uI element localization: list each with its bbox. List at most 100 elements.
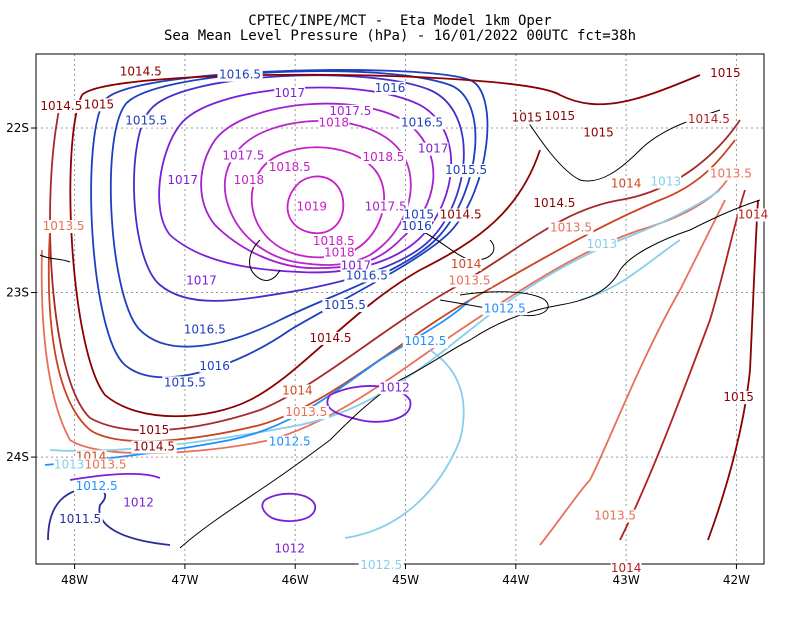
contour-label: 1017.5 [329, 104, 371, 118]
isobar-1016 [109, 70, 477, 348]
contour-label: 1014.5 [120, 64, 162, 78]
chart-subtitle: Sea Mean Level Pressure (hPa) - 16/01/20… [163, 28, 636, 44]
contour-label-bg [583, 126, 614, 140]
contour-label-bg [83, 98, 115, 112]
contour-label: 1014.5 [133, 439, 175, 453]
contour-label-bg [586, 238, 618, 252]
contour-label: 1017 [341, 259, 372, 273]
contour-label-bg [220, 149, 266, 163]
contour-label-bg [548, 221, 594, 235]
contour-label: 1017 [418, 142, 449, 156]
contour-label-bg [511, 111, 543, 125]
contour-label: 1018.5 [362, 150, 404, 164]
contour-label: 1015.5 [324, 298, 366, 312]
contour-label: 1014.5 [310, 331, 352, 345]
contour-label-bg [443, 164, 489, 178]
x-tick-label: 43W [613, 573, 640, 587]
contour-label-bg [650, 175, 682, 189]
contour-label-bg [53, 458, 85, 472]
contour-label-bg [322, 299, 368, 312]
contour-label-bg [344, 269, 390, 283]
y-tick-label: 22S [6, 121, 29, 135]
x-tick-label: 48W [61, 573, 88, 587]
contour-label-bg [217, 68, 263, 82]
chart-title: CPTEC/INPE/MCT - Eta Model 1km Oper [248, 13, 552, 29]
contour-label-bg [531, 197, 578, 210]
contour-label-bg [123, 114, 169, 128]
contour-label: 1013 [651, 175, 682, 189]
contour-label-bg [379, 381, 410, 395]
contour-label-bg [267, 435, 313, 449]
contour-label-bg [57, 512, 103, 526]
contour-label: 1015 [710, 66, 741, 80]
isobar-1015 [69, 73, 701, 418]
contour-label-bg [162, 376, 208, 390]
contour-label: 1014 [738, 208, 769, 222]
contour-label: 1012.5 [404, 334, 446, 348]
contour-label: 1016.5 [184, 323, 226, 337]
contour-label-bg [296, 200, 328, 214]
isobar-1016-5 [133, 74, 465, 302]
contour-label: 1019 [296, 199, 327, 213]
contour-label-bg [186, 274, 217, 288]
contour-label-bg [283, 405, 329, 419]
contour-label: 1013.5 [710, 166, 752, 180]
isobar-1013 [49, 189, 721, 452]
contour-label: 1015 [512, 110, 543, 124]
contour-label: 1013.5 [84, 458, 126, 472]
contour-label: 1016 [199, 359, 230, 373]
contour-label: 1015 [139, 423, 170, 437]
contour-label: 1013.5 [43, 219, 85, 233]
contour-label-bg [708, 167, 754, 181]
contour-label-bg [199, 359, 231, 373]
contour-label-bg [399, 116, 445, 130]
x-tick-label: 45W [392, 573, 419, 587]
contour-label: 1017 [274, 86, 305, 100]
contour-label: 1013.5 [550, 221, 592, 235]
x-tick-label: 42W [723, 573, 750, 587]
contour-label-bg [318, 116, 350, 130]
contour-label: 1014.5 [533, 196, 575, 210]
isobar-1017-5 [200, 102, 435, 269]
contour-label-bg [327, 104, 373, 118]
contour-label: 1014.5 [688, 112, 730, 126]
contour-label: 1015 [723, 390, 754, 404]
contour-label-bg [274, 86, 306, 100]
isobar-1013-5-east [539, 199, 726, 546]
contour-label-bg [138, 424, 170, 438]
isobar-1014 [47, 139, 736, 443]
contour-label-bg [417, 142, 449, 156]
contour-label: 1012.5 [360, 558, 402, 572]
contour-label-bg [723, 391, 755, 405]
contour-label-bg [282, 384, 313, 398]
contour-label: 1015 [403, 208, 434, 222]
contour-label-bg [737, 208, 769, 222]
contour-label: 1017 [186, 273, 217, 287]
contour-label: 1017.5 [365, 199, 407, 213]
contour-label-bg [340, 259, 372, 273]
isobar-1019 [286, 175, 345, 235]
contour-label-bg [686, 113, 732, 127]
x-tick-label: 44W [502, 573, 529, 587]
y-tick-label: 24S [6, 450, 29, 464]
chart-title-block: CPTEC/INPE/MCT - Eta Model 1km Oper Sea … [0, 14, 800, 44]
contour-label: 1015 [545, 109, 576, 123]
isobar-1012-5-south [344, 349, 465, 539]
contour-label: 1014 [611, 561, 642, 575]
contour-label: 1014 [611, 176, 642, 190]
contour-label: 1016 [375, 81, 406, 95]
contour-label: 1014.5 [40, 99, 82, 113]
contour-label-bg [610, 177, 642, 191]
contour-label: 1016 [401, 219, 432, 233]
contour-label-bg [358, 558, 404, 572]
isobar-1014-5 [49, 104, 741, 432]
contour-label-bg [123, 496, 154, 510]
contour-label-bg [323, 246, 355, 260]
x-tick-label: 46W [282, 573, 309, 587]
contour-label-bg [450, 257, 482, 271]
contour-label: 1018 [324, 245, 355, 259]
contour-label-bg [403, 208, 435, 222]
isobar-1018 [223, 120, 412, 266]
contour-label: 1012 [123, 495, 154, 509]
